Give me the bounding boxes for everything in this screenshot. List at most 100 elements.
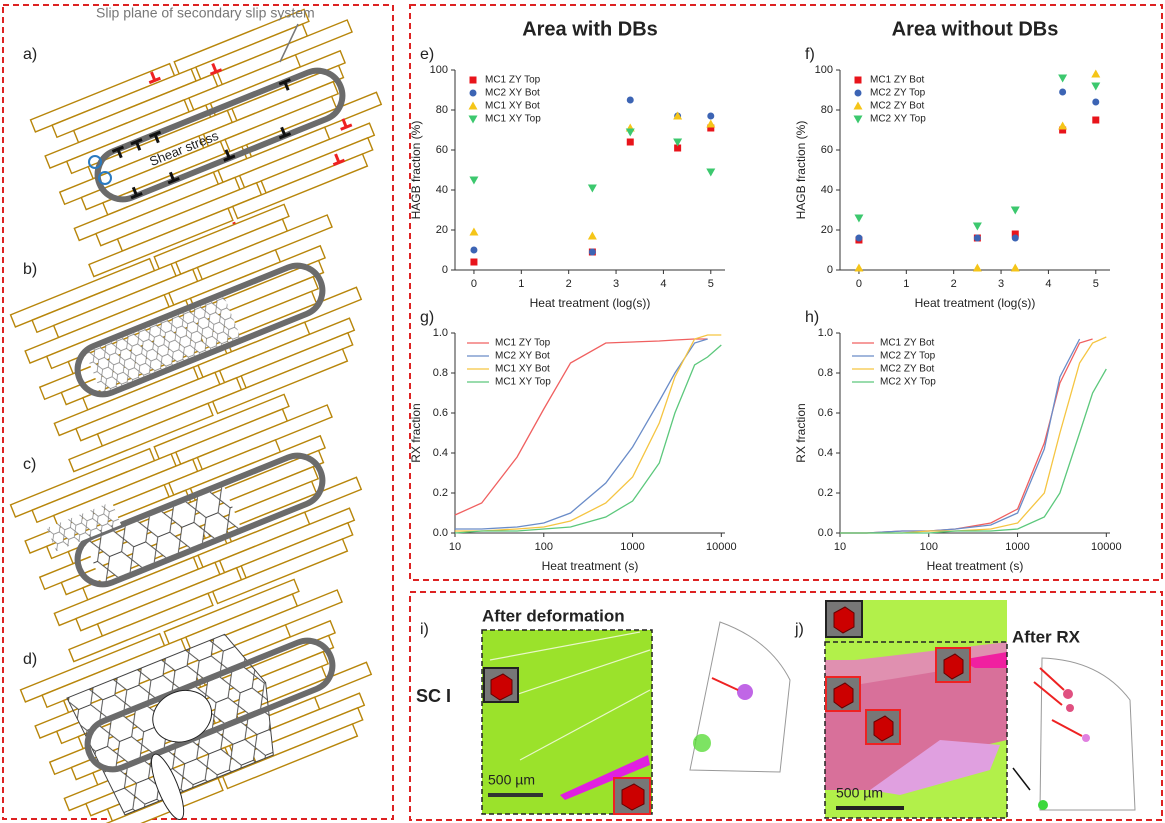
legend-swatch [855,90,862,97]
legend-swatch [854,116,863,124]
point [974,235,981,242]
point [706,120,715,128]
x-tick-label: 100 [920,541,938,553]
point [589,249,596,256]
y-axis-label: HAGB fraction (%) [409,121,423,220]
arrow [1013,768,1030,790]
point [854,215,863,223]
y-tick-label: 0.2 [818,487,833,499]
point [1059,89,1066,96]
x-tick-label: 10 [449,541,461,553]
x-tick-label: 0 [856,278,862,290]
x-tick-label: 5 [708,278,714,290]
y-tick-label: 0.4 [433,447,448,459]
panel-label: b) [23,261,37,278]
ipf-spot [1063,689,1073,699]
schematic: Shear stress [11,0,405,823]
panel-label: h) [805,309,819,326]
line [455,339,708,529]
point [1091,70,1100,78]
x-axis-label: Heat treatment (log(s)) [530,296,651,310]
x-tick-label: 5 [1093,278,1099,290]
legend-swatch [470,77,477,84]
point [707,113,714,120]
point [627,139,634,146]
point [470,259,477,266]
x-tick-label: 10000 [1091,541,1122,553]
sample-label: SC I [416,686,451,706]
y-tick-label: 0.4 [818,447,833,459]
x-axis-label: Heat treatment (s) [542,559,639,573]
y-tick-label: 0.8 [818,367,833,379]
ipf-spot [1066,704,1074,712]
y-tick-label: 60 [821,144,833,156]
point [1058,122,1067,130]
panel-label: e) [420,46,434,63]
y-tick-label: 20 [821,224,833,236]
point [1011,207,1020,215]
cube [491,674,512,700]
chart: Area without DBsf)020406080100012345Heat… [794,18,1110,310]
x-tick-label: 1000 [1005,541,1029,553]
line [840,339,1093,533]
legend-label: MC1 ZY Bot [870,75,924,86]
y-tick-label: 1.0 [433,327,448,339]
legend-swatch [854,102,863,110]
line [455,339,708,515]
cube [622,784,644,810]
y-tick-label: 0.0 [433,527,448,539]
figure: Shear stress Slip plane of secondary sli… [0,0,1165,823]
ipf-spot [1038,800,1048,810]
x-tick-label: 3 [998,278,1004,290]
x-tick-label: 1 [518,278,524,290]
point [1011,264,1020,272]
legend-label: MC2 XY Top [870,114,926,125]
legend-label: MC1 XY Bot [495,364,550,375]
panel-label: d) [23,651,37,668]
point [1012,235,1019,242]
micrograph-title: After deformation [482,606,625,625]
chart-title: Area without DBs [892,18,1059,40]
panel-label: f) [805,46,815,63]
x-tick-label: 2 [566,278,572,290]
point [973,223,982,231]
legend-label: MC2 ZY Top [870,88,926,99]
legend-label: MC2 ZY Bot [870,101,924,112]
legend-label: MC2 ZY Top [880,351,936,362]
y-tick-label: 0 [827,264,833,276]
point [706,169,715,177]
legend-swatch [469,102,478,110]
legend-label: MC1 ZY Bot [880,338,934,349]
panel-label: a) [23,46,37,63]
scale-label: 500 µm [836,785,883,801]
ipf-spot [1082,734,1090,742]
legend-label: MC1 ZY Top [495,338,551,349]
y-tick-label: 80 [821,104,833,116]
y-axis-label: HAGB fraction (%) [794,121,808,220]
x-tick-label: 10000 [706,541,737,553]
ipf-spot [737,684,753,700]
legend-label: MC2 XY Bot [495,351,550,362]
chart-title: Area with DBs [522,18,658,40]
line [840,369,1106,533]
y-tick-label: 0 [442,264,448,276]
legend-swatch [470,90,477,97]
point [627,97,634,104]
point [1091,83,1100,91]
x-axis-label: Heat treatment (log(s)) [915,296,1036,310]
y-tick-label: 0.6 [433,407,448,419]
y-tick-label: 60 [436,144,448,156]
chart: h)0.00.20.40.60.81.010100100010000Heat t… [794,309,1121,573]
line [840,339,1080,533]
x-axis-label: Heat treatment (s) [927,559,1024,573]
y-tick-label: 100 [815,64,833,76]
ipf-spot [693,734,711,752]
x-tick-label: 100 [535,541,553,553]
scale-bar [836,806,904,810]
panel-label: c) [23,456,36,473]
scale-bar [488,793,543,797]
point [854,264,863,272]
y-tick-label: 40 [821,184,833,196]
